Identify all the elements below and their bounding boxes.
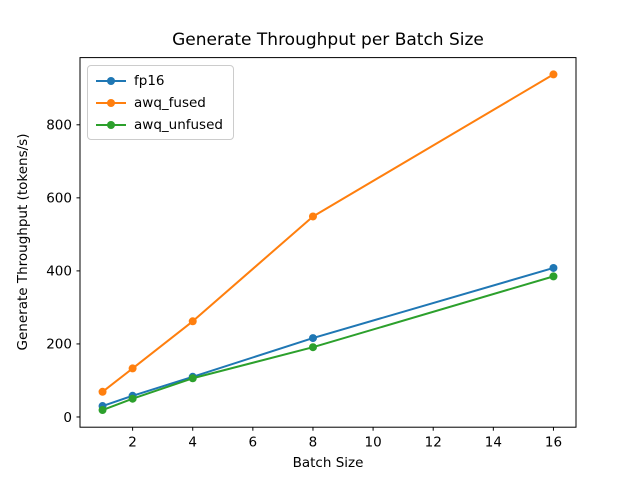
data-point-awq_unfused: [308, 343, 317, 352]
legend-item-fp16: fp16: [96, 71, 223, 90]
axes-frame: [79, 57, 577, 428]
y-tick-label: 400: [46, 264, 72, 280]
data-point-awq_fused: [549, 70, 558, 79]
data-point-awq_fused: [188, 317, 197, 326]
data-point-awq_fused: [98, 387, 107, 396]
x-tick-label: 16: [545, 435, 562, 451]
x-tick-label: 10: [364, 435, 381, 451]
data-point-awq_unfused: [128, 394, 137, 403]
data-point-awq_fused: [308, 212, 317, 221]
legend: fp16 awq_fused awq_unfused: [87, 65, 234, 140]
y-tick-label: 600: [46, 191, 72, 207]
y-axis-label: Generate Throughput (tokens/s): [15, 133, 31, 351]
legend-label: fp16: [134, 72, 165, 89]
data-point-awq_unfused: [549, 272, 558, 281]
data-point-fp16: [549, 263, 558, 272]
x-tick-label: 4: [188, 435, 197, 451]
x-tick-label: 8: [309, 435, 318, 451]
data-point-awq_fused: [128, 364, 137, 373]
data-point-awq_unfused: [98, 406, 107, 415]
data-point-fp16: [308, 334, 317, 343]
legend-label: awq_fused: [134, 94, 206, 111]
chart-title: Generate Throughput per Batch Size: [172, 30, 484, 50]
legend-item-awq-fused: awq_fused: [96, 93, 223, 112]
legend-item-awq-unfused: awq_unfused: [96, 115, 223, 134]
x-axis-label: Batch Size: [292, 455, 364, 471]
x-tick-label: 14: [485, 435, 502, 451]
legend-dot-icon: [107, 98, 115, 107]
legend-dot-icon: [107, 120, 115, 129]
x-tick-label: 12: [425, 435, 442, 451]
y-tick-label: 0: [63, 410, 72, 426]
y-tick-label: 800: [46, 118, 72, 134]
y-tick-label: 200: [46, 337, 72, 353]
x-tick-label: 6: [249, 435, 258, 451]
data-point-awq_unfused: [188, 374, 197, 383]
legend-swatch-fp16: [96, 76, 126, 85]
legend-label: awq_unfused: [134, 116, 223, 133]
legend-dot-icon: [107, 76, 115, 85]
series-line-awq_unfused: [101, 275, 555, 412]
legend-swatch-awq-unfused: [96, 120, 126, 129]
x-tick-label: 2: [128, 435, 137, 451]
legend-swatch-awq-fused: [96, 98, 126, 107]
